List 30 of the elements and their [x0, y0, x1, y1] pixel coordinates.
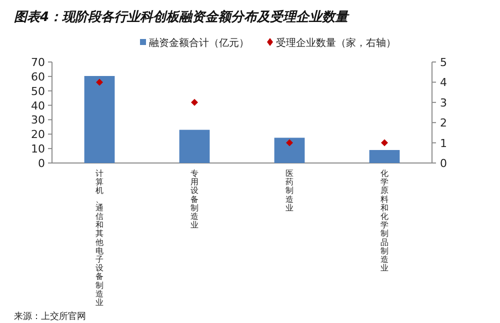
category-label: 计算机、通信和其他电子设备制造业 [96, 168, 104, 307]
y-tick-label: 30 [31, 114, 45, 127]
y-tick-label: 60 [31, 70, 45, 84]
y2-tick-label: 4 [440, 76, 447, 90]
legend-label: 融资金额合计（亿元） [149, 37, 249, 49]
y2-tick-label: 2 [440, 116, 447, 130]
y2-tick-label: 3 [440, 96, 447, 110]
y-tick-label: 0 [38, 157, 45, 170]
point [381, 139, 388, 146]
y-tick-label: 40 [31, 99, 45, 112]
bar [84, 76, 115, 163]
bar [369, 150, 400, 163]
y-tick-label: 50 [31, 84, 45, 98]
point [286, 139, 293, 146]
x-tick-label: 医药制造业 [286, 168, 294, 212]
bar [274, 138, 305, 163]
y2-tick-label: 0 [440, 157, 447, 170]
x-tick-label: 专用设备制造业 [190, 168, 198, 230]
legend-label: 受理企业数量（家，右轴） [276, 37, 396, 49]
y-tick-label: 20 [31, 128, 45, 142]
point [191, 98, 198, 106]
y-tick-label: 10 [31, 142, 45, 156]
point [96, 78, 103, 86]
source-note: 来源：上交所官网 [14, 311, 86, 322]
y2-tick-label: 5 [440, 56, 447, 69]
y2-tick-label: 1 [440, 136, 447, 150]
category-label: 化学原料和化学制品制造业 [380, 168, 388, 273]
bar [179, 130, 210, 163]
y-tick-label: 70 [31, 56, 45, 69]
chart-title: 图表4：现阶段各行业科创板融资金额分布及受理企业数量 [14, 9, 350, 25]
